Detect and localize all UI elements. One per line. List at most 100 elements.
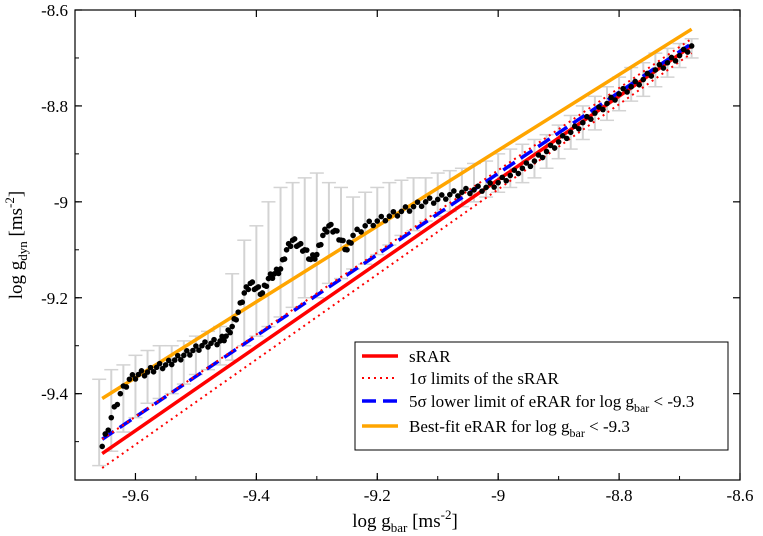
data-point [547, 142, 554, 149]
data-point [223, 333, 229, 339]
data-point [459, 189, 465, 196]
data-point [297, 240, 304, 247]
error-bar [334, 186, 348, 280]
data-point [354, 226, 360, 233]
data-point [571, 123, 578, 130]
data-point [410, 203, 417, 210]
data-point [366, 218, 373, 225]
data-point [402, 204, 409, 210]
data-point [434, 196, 441, 203]
data-point [108, 414, 115, 421]
data-point [592, 110, 598, 116]
legend-label-best-fit: Best-fit eRAR for log gbar < -9.3 [409, 417, 630, 440]
data-point [162, 362, 169, 368]
data-point [281, 256, 288, 262]
data-point [307, 256, 314, 263]
data-point [491, 184, 497, 190]
data-point [283, 246, 290, 253]
data-point [168, 361, 175, 368]
data-point [147, 364, 154, 371]
data-point [275, 270, 282, 277]
data-point [271, 270, 278, 277]
data-point [648, 73, 655, 79]
data-point [616, 91, 622, 97]
data-point [523, 160, 530, 166]
data-point [303, 247, 310, 253]
data-point [328, 221, 334, 228]
data-point [263, 283, 270, 290]
data-point [312, 256, 318, 262]
data-point [117, 390, 124, 397]
data-point [348, 240, 354, 246]
data-point [177, 356, 184, 363]
data-point [382, 217, 389, 224]
data-point [114, 401, 121, 408]
legend-label-one-sigma: 1σ limits of the sRAR [409, 369, 560, 388]
data-point [531, 158, 538, 164]
data-point [374, 218, 381, 224]
data-point [406, 208, 413, 214]
data-point [442, 196, 449, 202]
data-point [495, 179, 501, 186]
error-bar [92, 378, 107, 467]
data-point [219, 333, 225, 340]
data-point [102, 431, 109, 437]
data-point [487, 180, 493, 186]
data-point [390, 208, 397, 215]
data-point [596, 104, 602, 110]
data-point [165, 357, 172, 364]
legend-label-srar: sRAR [409, 347, 451, 366]
data-point [239, 299, 246, 306]
x-tick-label: -9.2 [364, 486, 391, 505]
data-point [287, 243, 294, 250]
legend-box [354, 341, 729, 451]
data-point [334, 228, 340, 234]
data-point [129, 372, 136, 378]
data-point [608, 94, 614, 101]
data-point [612, 97, 618, 103]
data-point [267, 271, 274, 277]
y-tick-label: -9 [54, 193, 68, 212]
data-point [362, 223, 368, 229]
data-point [394, 213, 401, 219]
data-point [588, 116, 594, 122]
data-point [467, 190, 473, 197]
data-point [644, 70, 651, 77]
data-point [249, 279, 256, 285]
data-point [640, 76, 647, 83]
data-point [483, 184, 489, 191]
data-point [150, 368, 157, 375]
x-tick-label: -9.4 [243, 486, 270, 505]
data-point [418, 203, 425, 210]
data-point [255, 284, 262, 290]
data-point [196, 347, 202, 353]
data-point [277, 266, 284, 272]
data-point [676, 52, 683, 59]
data-point [269, 275, 276, 282]
legend: sRAR 1σ limits of the sRAR 5σ lower limi… [354, 341, 729, 451]
data-point [668, 54, 675, 61]
y-axis-ticks: -9.4 -9.2 -9 -8.8 -8.6 [41, 1, 740, 443]
data-point [447, 191, 453, 198]
data-point [193, 343, 199, 349]
data-point [211, 336, 217, 343]
data-point [233, 317, 240, 323]
data-point [604, 100, 610, 107]
data-points [99, 43, 695, 450]
data-point [273, 266, 280, 273]
data-point [156, 360, 163, 367]
data-point [171, 357, 178, 363]
x-tick-label: -9.6 [122, 486, 149, 505]
data-point [680, 46, 687, 53]
data-point [370, 222, 377, 229]
data-point [499, 174, 506, 181]
five-sigma-line [101, 42, 693, 441]
data-point [563, 135, 570, 142]
data-point [664, 59, 671, 66]
data-point [265, 275, 272, 282]
x-tick-label: -8.8 [606, 486, 633, 505]
data-point [624, 89, 630, 95]
data-point [190, 347, 196, 354]
